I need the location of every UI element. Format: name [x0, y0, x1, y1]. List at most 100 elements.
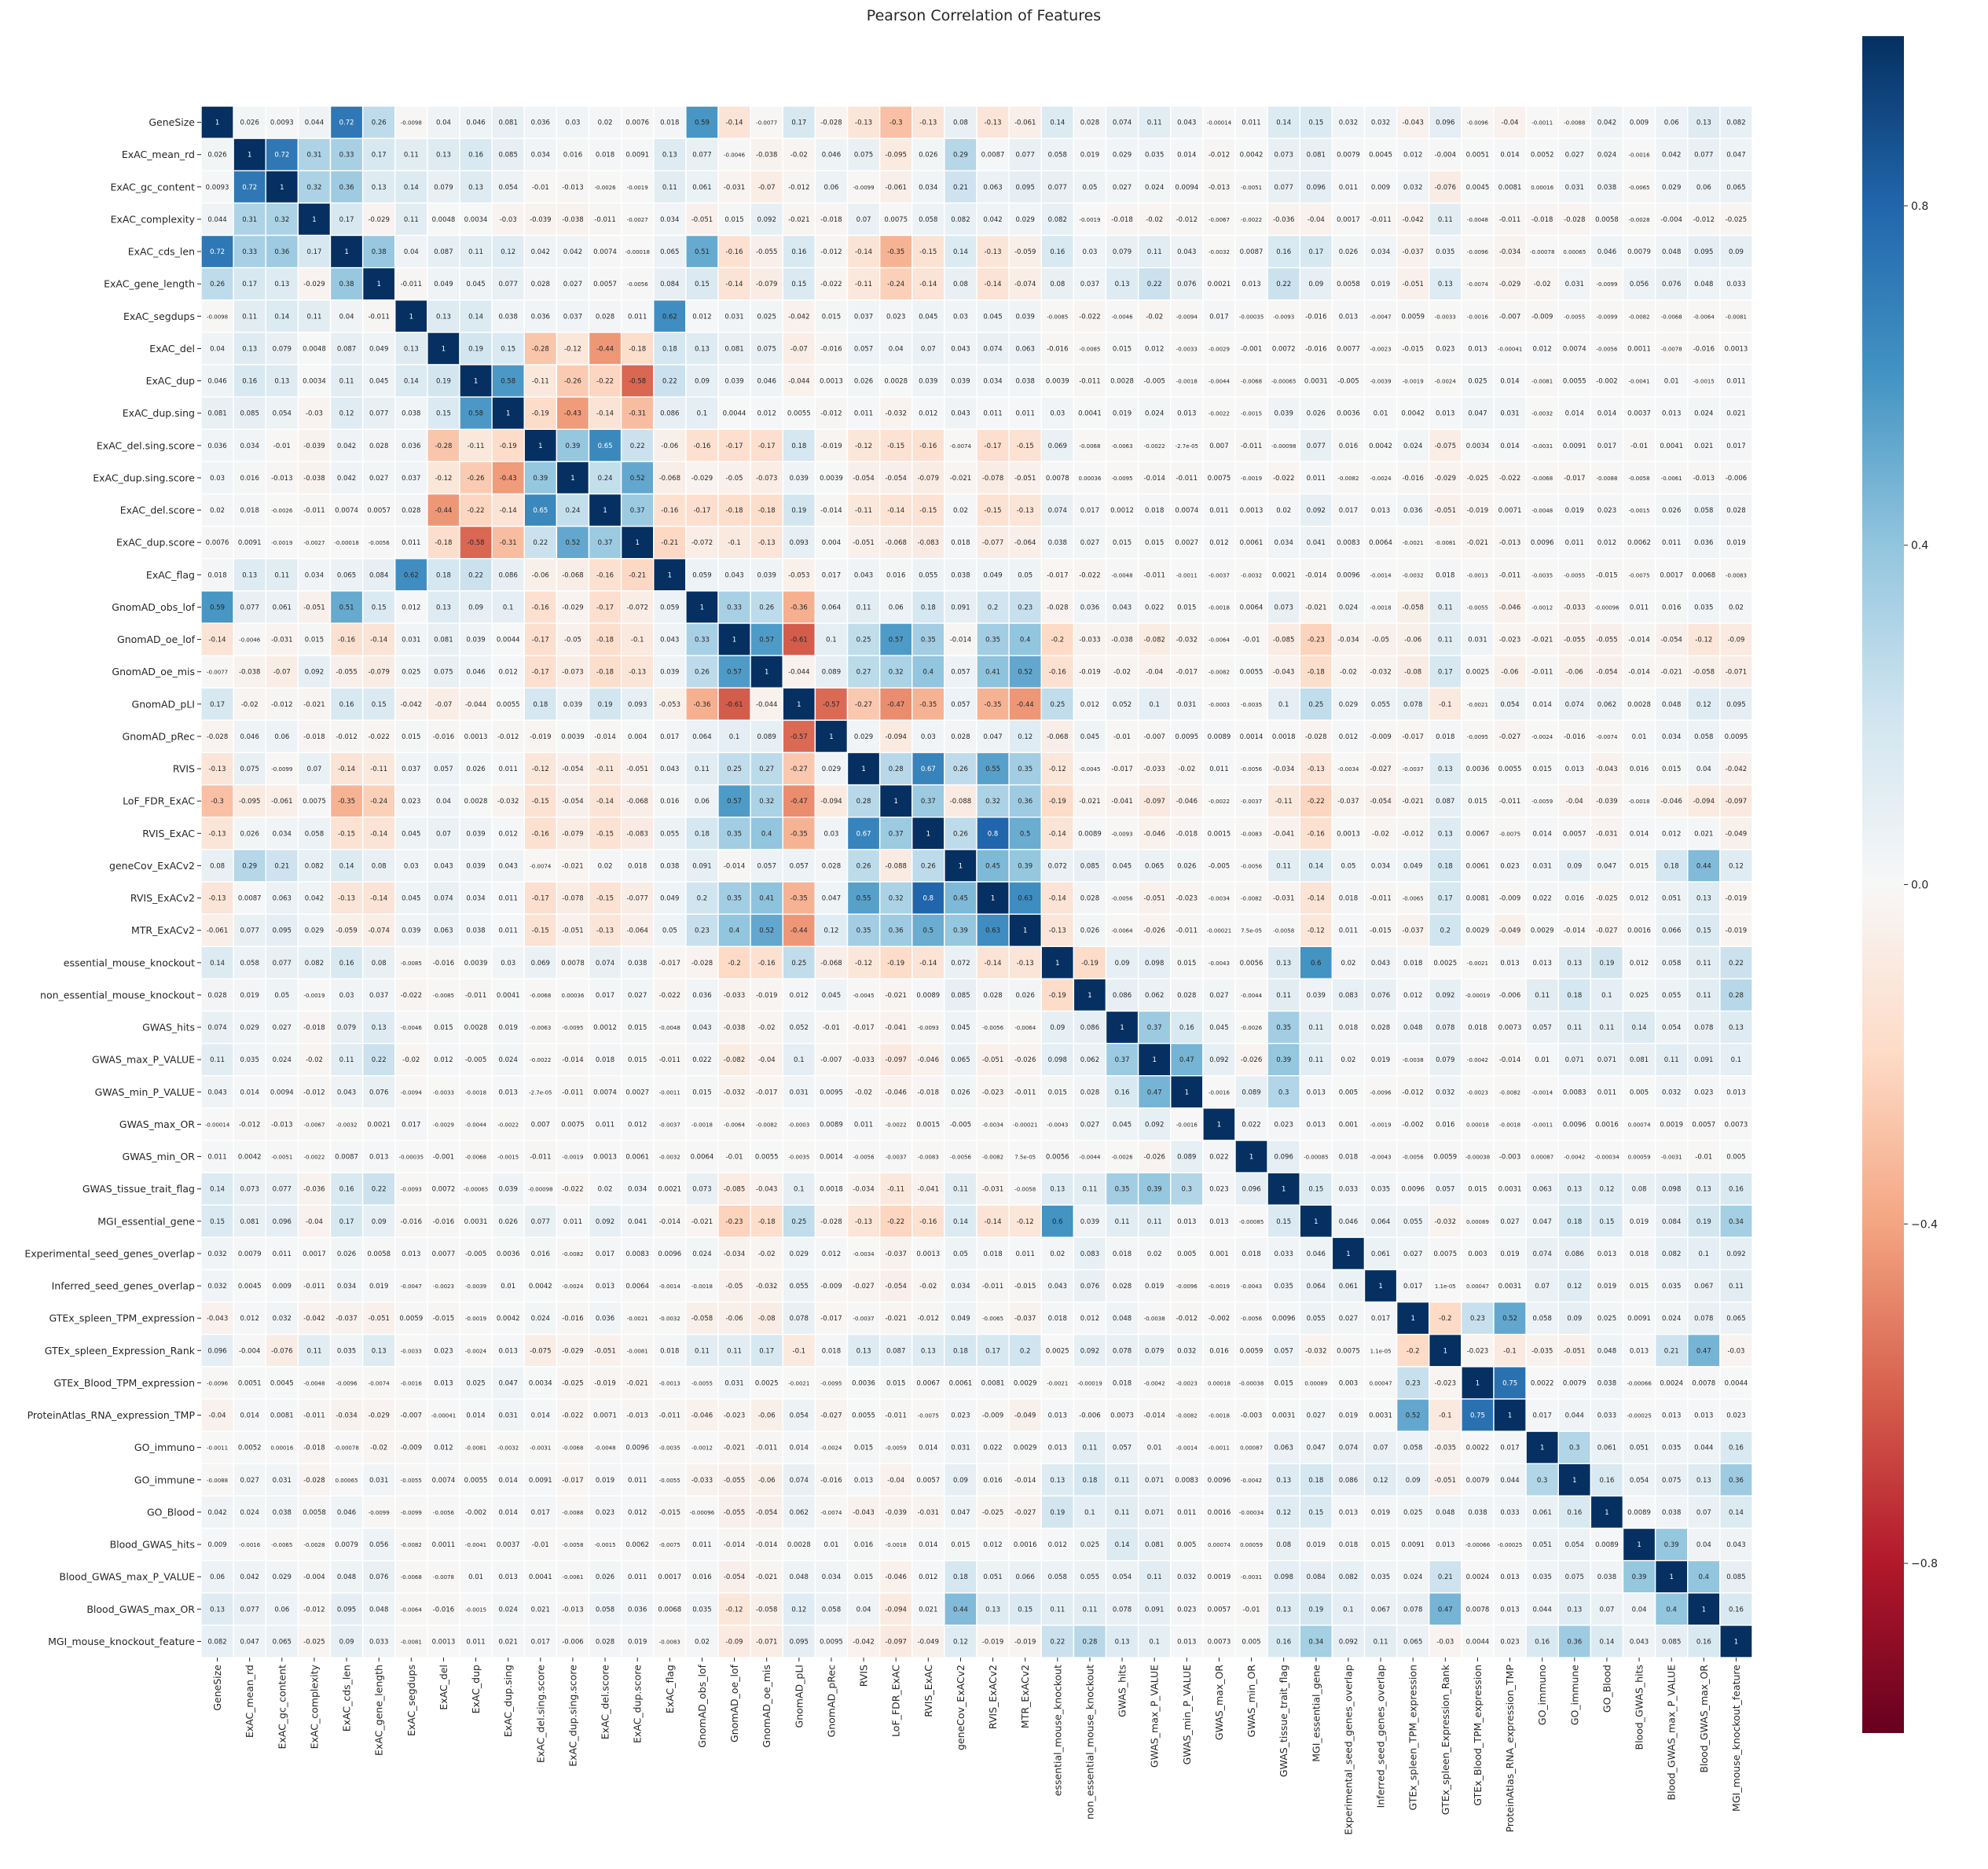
cell-value-label: -0.011 [1370, 216, 1391, 224]
cell-value-label: 0.59 [210, 604, 225, 611]
colorbar-gradient [1862, 36, 1904, 1733]
cell-value-label: -0.0021 [627, 1316, 648, 1322]
cell-value-label: -0.00034 [1594, 1155, 1619, 1161]
cell-value-label: 0.12 [1018, 733, 1033, 741]
cell-value-label: 0.13 [468, 184, 483, 192]
cell-value-label: 0.0031 [1304, 378, 1328, 386]
cell-value-label: -0.032 [885, 410, 906, 418]
cell-value-label: -0.22 [1308, 798, 1325, 806]
cell-value-label: 0.1 [697, 410, 708, 418]
cell-value-label: -0.1 [728, 539, 741, 547]
cell-value-label: -0.0033 [401, 1348, 422, 1354]
cell-value-label: -0.022 [562, 1412, 583, 1420]
cell-value-label: -0.28 [435, 442, 452, 450]
cell-value-label: -0.0065 [982, 1316, 1003, 1322]
cell-value-label: -0.13 [985, 119, 1002, 127]
cell-value-label: -0.16 [532, 830, 549, 838]
cell-value-label: 0.012 [499, 830, 518, 838]
cell-value-label: 0.0055 [1240, 669, 1264, 677]
cell-value-label: -0.00014 [1207, 120, 1232, 127]
cell-value-label: 0.0096 [1531, 539, 1554, 547]
cell-value-label: 0.37 [889, 830, 904, 838]
cell-value-label: 0.0074 [593, 1089, 617, 1096]
cell-value-label: 0.012 [1630, 960, 1649, 968]
cell-value-label: -0.038 [1111, 637, 1132, 644]
cell-value-label: 0.45 [953, 895, 968, 903]
cell-value-label: -0.0048 [1112, 572, 1133, 578]
cell-value-label: -0.054 [1370, 798, 1391, 806]
cell-value-label: -0.097 [1726, 798, 1747, 806]
heatmap-cell [1363, 234, 1398, 269]
cell-value-label: 0.048 [790, 1573, 809, 1581]
cell-value-label: -0.068 [885, 539, 906, 547]
cell-value-label: 0.034 [822, 1573, 841, 1581]
column-label: ExAC_del.sing.score [534, 1665, 546, 1763]
cell-value-label: 0.0015 [1208, 830, 1231, 838]
cell-value-label: -0.012 [336, 733, 357, 741]
cell-value-label: -0.00041 [1498, 346, 1522, 352]
cell-value-label: -0.023 [1467, 1347, 1488, 1355]
cell-value-label: 0.023 [886, 313, 905, 321]
cell-value-label: -0.0011 [1531, 120, 1553, 127]
cell-value-label: 0.036 [596, 1315, 614, 1323]
cell-value-label: 0.033 [1597, 1412, 1616, 1420]
cell-value-label: 0.00018 [1208, 1380, 1231, 1386]
cell-value-label: 0.0042 [1240, 152, 1264, 160]
cell-value-label: -0.0056 [369, 540, 391, 546]
cell-value-label: 0.032 [273, 1315, 292, 1323]
cell-value-label: -0.011 [1499, 571, 1520, 579]
cell-value-label: 0.034 [628, 1186, 647, 1194]
cell-value-label: 0.39 [1276, 1056, 1291, 1064]
cell-value-label: 0.015 [1177, 604, 1196, 611]
cell-value-label: -0.0059 [1531, 799, 1553, 805]
cell-value-label: 0.0042 [1401, 410, 1425, 418]
cell-value-label: 0.075 [1662, 1477, 1681, 1485]
cell-value-label: -0.0024 [465, 1348, 487, 1354]
cell-value-label: 0.13 [1696, 1186, 1711, 1194]
cell-value-label: -0.0047 [1370, 314, 1392, 320]
cell-value-label: 0.085 [240, 410, 259, 418]
cell-value-label: 0.017 [1597, 442, 1616, 450]
cell-value-label: 0.012 [983, 1541, 1002, 1549]
cell-value-label: -0.027 [1596, 927, 1617, 935]
cell-value-label: 0.035 [1662, 1283, 1681, 1291]
cell-value-label: 0.065 [660, 248, 679, 256]
cell-value-label: 0.00047 [1466, 1283, 1489, 1290]
cell-value-label: -0.0046 [401, 1025, 423, 1031]
cell-value-label: -0.23 [1308, 637, 1325, 644]
cell-value-label: -0.051 [562, 927, 583, 935]
cell-value-label: 0.14 [953, 248, 968, 256]
cell-value-label: -0.11 [855, 507, 872, 515]
cell-value-label: -0.0094 [1176, 314, 1198, 320]
heatmap-cell [750, 202, 783, 237]
cell-value-label: 0.017 [1080, 507, 1099, 515]
cell-value-label: 0.0013 [916, 1250, 940, 1258]
cell-value-label: 0.044 [1533, 1606, 1552, 1614]
column-label: GnomAD_obs_lof [696, 1664, 708, 1747]
cell-value-label: 0.043 [951, 345, 970, 353]
cell-value-label: 0.07 [306, 766, 321, 773]
heatmap-cell [1493, 138, 1527, 171]
cell-value-label: -0.01 [532, 1541, 549, 1549]
cell-value-label: -0.088 [950, 798, 971, 806]
cell-value-label: 0.086 [1113, 992, 1132, 1000]
cell-value-label: -0.017 [1111, 766, 1132, 773]
heatmap-cell [1040, 105, 1075, 139]
cell-value-label: 0.056 [369, 1541, 388, 1549]
cell-value-label: -0.18 [758, 507, 776, 515]
cell-value-label: -0.00098 [528, 1187, 552, 1193]
heatmap-cell [297, 202, 332, 237]
cell-value-label: -0.051 [1402, 281, 1423, 288]
cell-value-label: 0.083 [1339, 992, 1358, 1000]
cell-value-label: 0.33 [695, 637, 710, 644]
cell-value-label: 1 [474, 378, 478, 386]
cell-value-label: 0.0018 [820, 1186, 843, 1194]
cell-value-label: -0.023 [982, 1089, 1003, 1096]
cell-value-label: 0.028 [1726, 507, 1745, 515]
cell-value-label: 0.22 [372, 1186, 387, 1194]
cell-value-label: -0.012 [303, 1089, 325, 1096]
cell-value-label: 0.038 [499, 313, 518, 321]
cell-value-label: -0.0013 [659, 1380, 680, 1386]
cell-value-label: 0.25 [856, 637, 871, 644]
cell-value-label: -0.0022 [1209, 411, 1230, 417]
